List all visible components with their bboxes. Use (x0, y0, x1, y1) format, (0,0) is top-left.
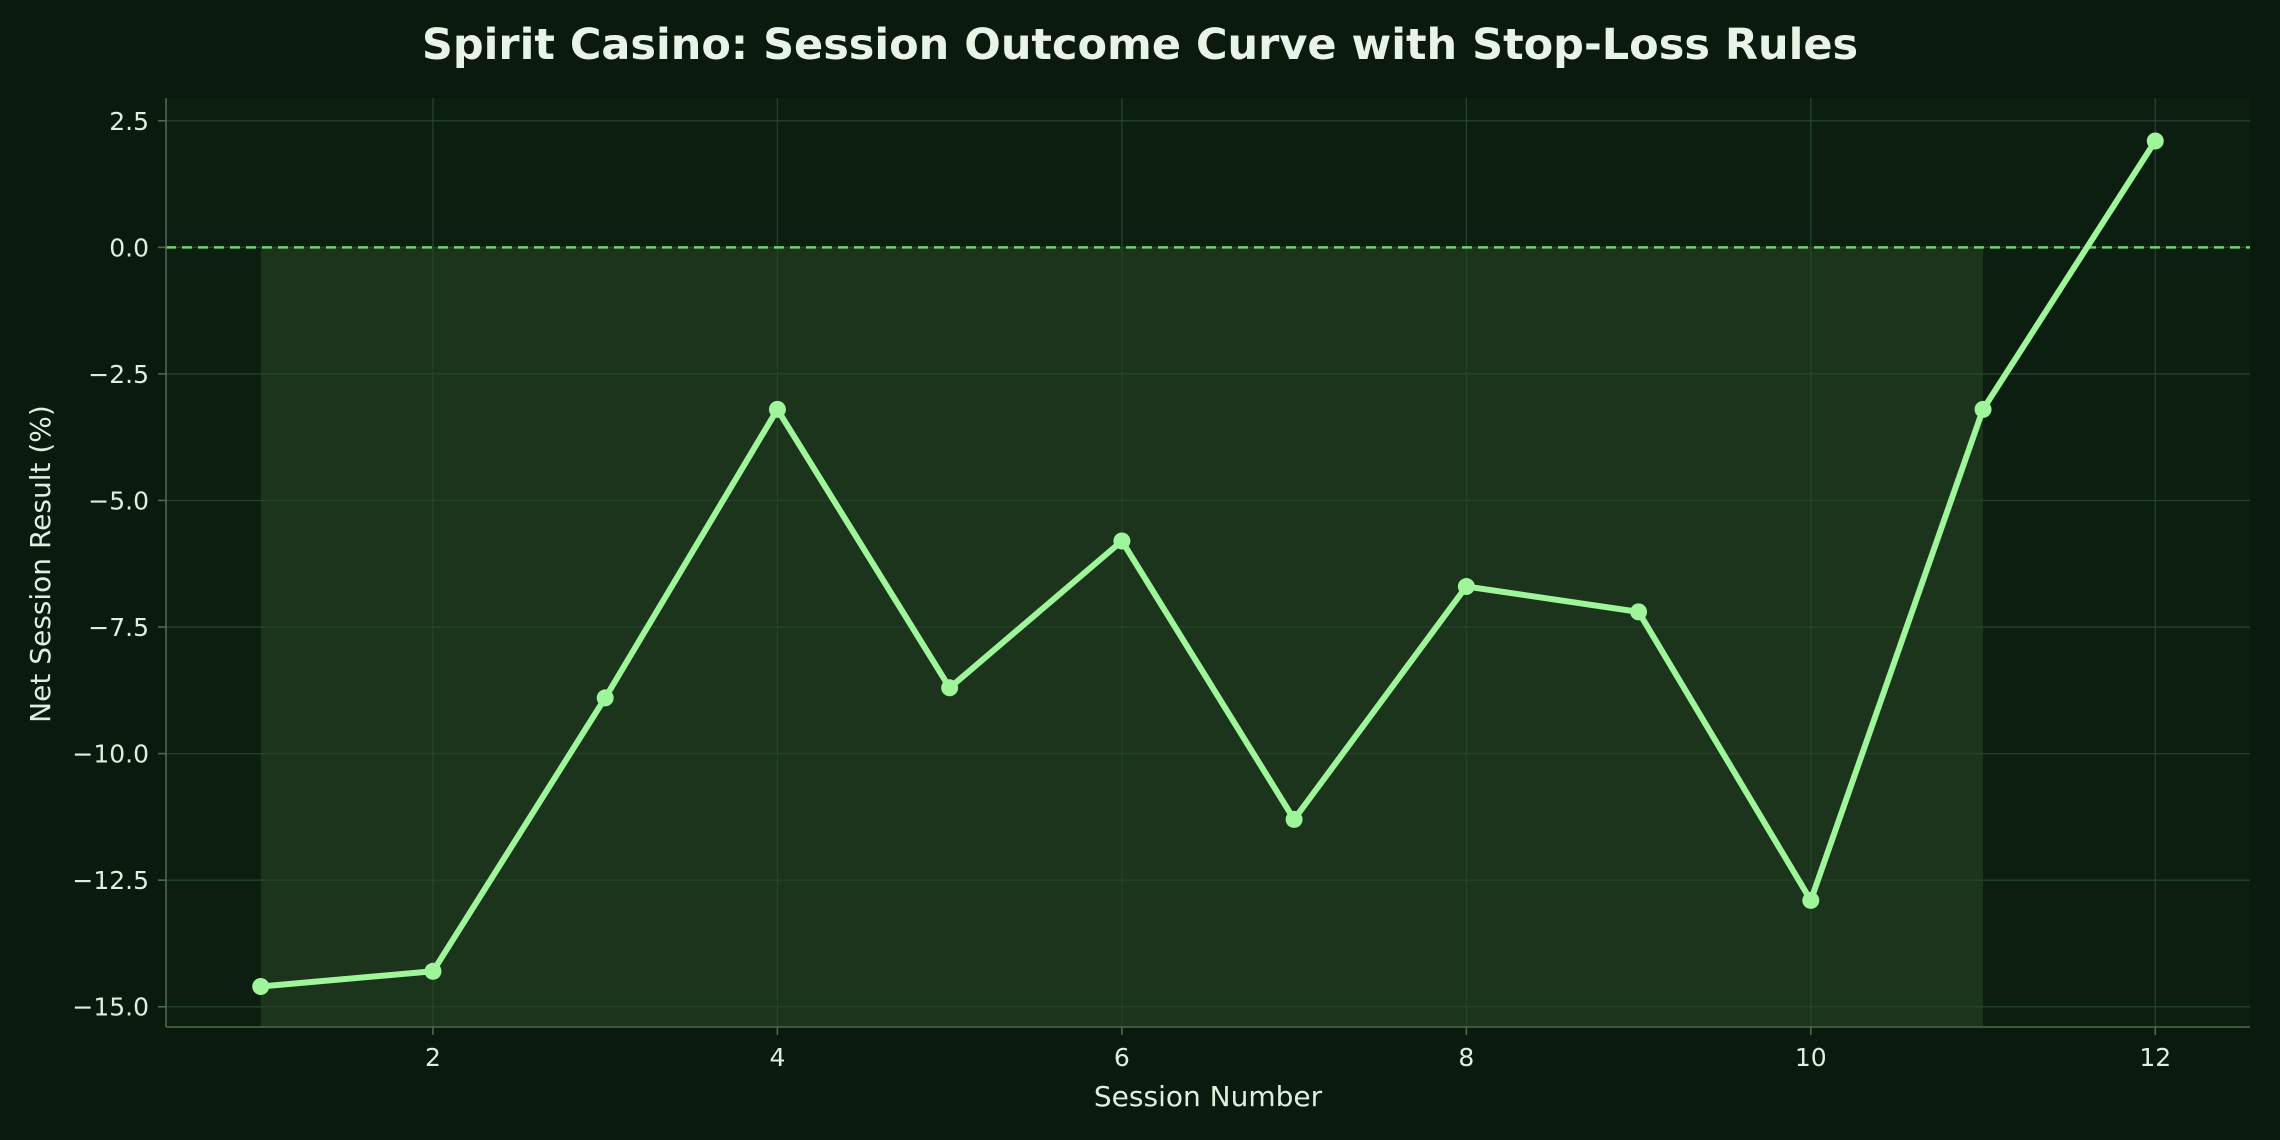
x-tick-label: 2 (425, 1043, 441, 1072)
data-point-12 (2146, 132, 2164, 150)
x-tick-label: 10 (1795, 1043, 1827, 1072)
x-axis-ticks: 2 4 6 8 10 12 (425, 1027, 2171, 1072)
y-tick-label: −12.5 (72, 866, 149, 895)
y-tick-label: −7.5 (88, 613, 149, 642)
chart-title: Spirit Casino: Session Outcome Curve wit… (422, 20, 1858, 70)
data-point-5 (941, 679, 959, 697)
x-tick-label: 6 (1114, 1043, 1130, 1072)
data-point-3 (596, 689, 614, 707)
series-line (257, 138, 2159, 990)
y-axis-label: Net Session Result (%) (24, 405, 57, 723)
x-tick-label: 12 (2139, 1043, 2171, 1072)
y-tick-label: −2.5 (88, 360, 149, 389)
data-point-11 (1974, 400, 1992, 418)
data-point-8 (1457, 578, 1475, 596)
data-point-2 (424, 962, 442, 980)
data-points (252, 132, 2164, 995)
data-point-7 (1285, 810, 1303, 828)
y-tick-label: 2.5 (109, 107, 149, 136)
x-tick-label: 4 (769, 1043, 785, 1072)
y-tick-label: −15.0 (72, 993, 149, 1022)
data-point-4 (768, 400, 786, 418)
y-tick-label: 0.0 (109, 233, 149, 262)
x-tick-label: 8 (1458, 1043, 1474, 1072)
data-point-10 (1802, 891, 1820, 909)
x-axis-label: Session Number (1094, 1080, 1323, 1113)
y-axis-ticks: 2.5 0.0 −2.5 −5.0 −7.5 −10.0 −12.5 −15.0 (72, 107, 166, 1022)
data-point-6 (1113, 532, 1131, 550)
data-point-1 (252, 977, 270, 995)
y-tick-label: −5.0 (88, 486, 149, 515)
data-point-9 (1630, 603, 1648, 621)
axis-spines (165, 98, 2250, 1028)
y-tick-label: −10.0 (72, 740, 149, 769)
